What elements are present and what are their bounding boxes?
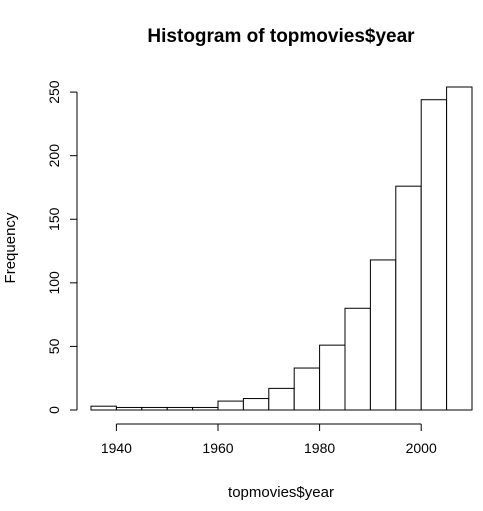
histogram-bar-1960	[217, 400, 244, 411]
histogram-bar-1950	[166, 406, 194, 411]
histogram-bar-1945	[141, 406, 168, 411]
histogram-bar-2000	[420, 99, 448, 411]
histogram-bar-1990	[369, 259, 397, 411]
histogram-bar-2005	[446, 86, 473, 411]
x-tick-label-1980: 1980	[304, 440, 335, 456]
y-axis-label: Frequency	[2, 212, 19, 283]
histogram-bar-1935	[90, 405, 117, 411]
y-tick-label-100: 100	[46, 271, 62, 295]
y-tick-label-200: 200	[46, 144, 62, 168]
histogram-bar-1985	[344, 307, 371, 411]
histogram-bar-1955	[192, 406, 219, 411]
y-tick-label-50: 50	[46, 338, 62, 354]
y-tick-label-250: 250	[46, 80, 62, 104]
histogram-bar-1995	[395, 185, 422, 411]
x-axis-label: topmovies$year	[228, 484, 334, 501]
y-tick-label-0: 0	[46, 406, 62, 414]
x-tick-label-2000: 2000	[406, 440, 437, 456]
x-tick-label-1940: 1940	[101, 440, 132, 456]
histogram-bar-1965	[242, 398, 270, 411]
histogram-bar-1970	[268, 387, 295, 411]
x-axis: 1940 1960 1980 2000	[101, 423, 437, 456]
bars-group	[90, 86, 473, 411]
y-tick-label-150: 150	[46, 207, 62, 231]
y-axis: 0 50 100 150 200 250	[46, 80, 78, 414]
chart-title: Histogram of topmovies$year	[147, 26, 415, 47]
x-tick-label-1960: 1960	[202, 440, 233, 456]
histogram-bar-1975	[293, 367, 321, 411]
histogram-bar-1940	[115, 406, 143, 411]
histogram-bar-1980	[319, 344, 346, 411]
